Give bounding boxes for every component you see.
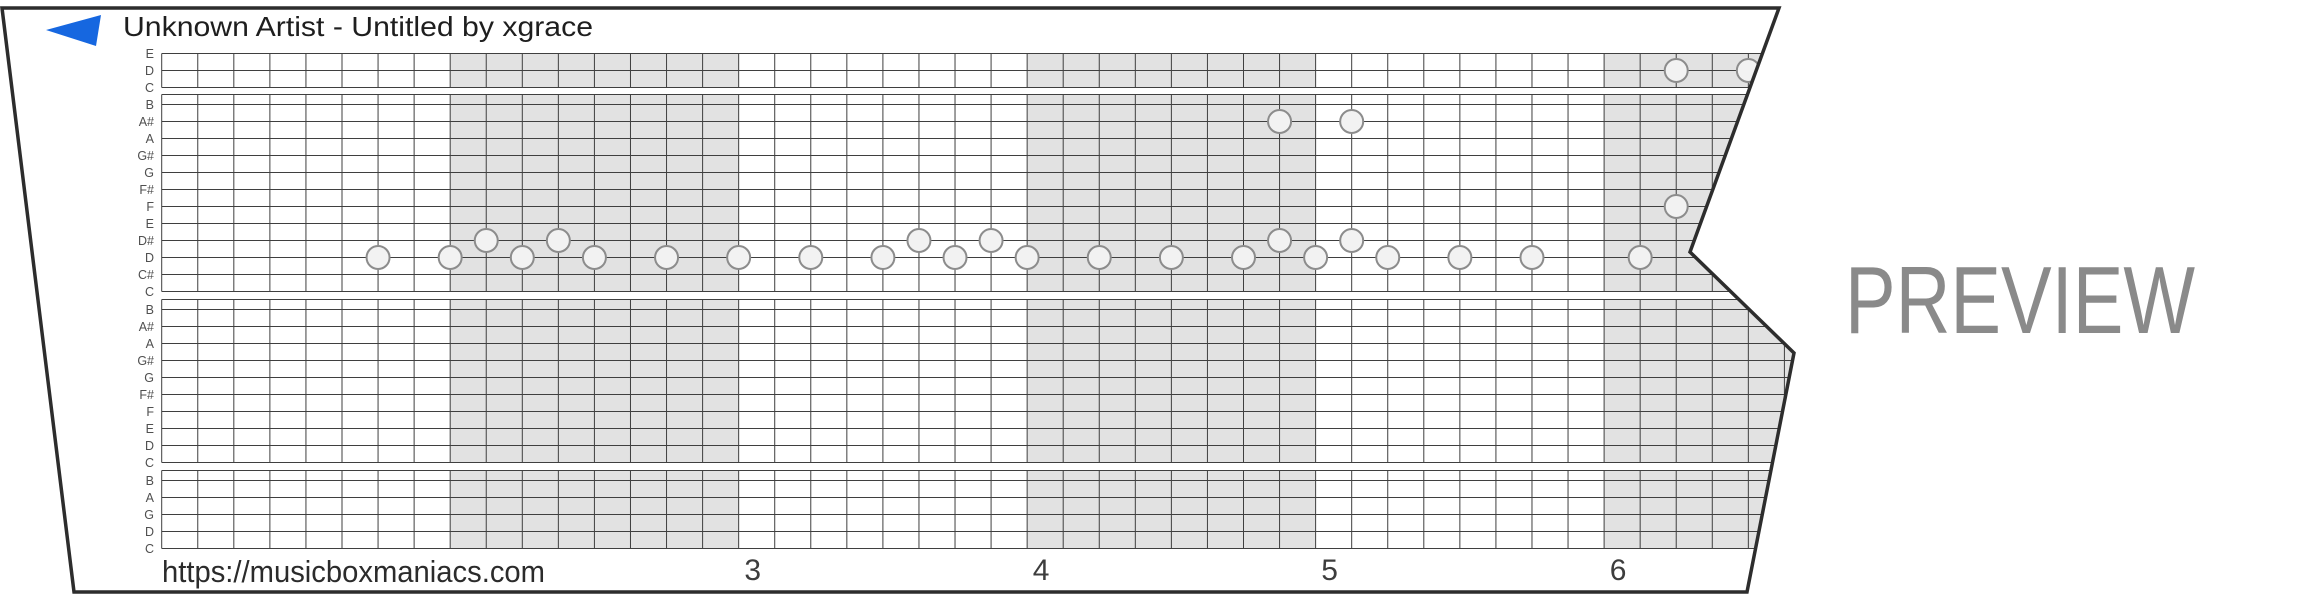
lane-label: A: [146, 337, 155, 351]
note-grid: [161, 53, 1794, 549]
note-pin-d5: [798, 245, 824, 270]
lane-label: A#: [139, 320, 154, 334]
note-pin-f5: [1663, 194, 1689, 219]
measure-number: 3: [744, 554, 761, 587]
note-pin-d5: [1519, 245, 1545, 270]
note-pin-d5: [1627, 245, 1653, 270]
note-pin-d5: [942, 245, 968, 270]
lane-label: C: [145, 542, 154, 556]
note-pin-d5: [870, 245, 896, 270]
lane-label: A: [146, 132, 155, 146]
note-pin-ds5: [473, 228, 499, 253]
measure-number: 4: [1033, 554, 1050, 587]
note-pin-ds5: [1267, 228, 1293, 253]
lane-label: G#: [137, 149, 154, 163]
note-pin-d6: [1663, 58, 1689, 83]
lane-label: B: [146, 98, 154, 112]
note-pin-d5: [726, 245, 752, 270]
note-pin-d5: [365, 245, 391, 270]
lane-label: D#: [138, 234, 154, 248]
lane-label: G#: [137, 354, 154, 368]
lane-label: C#: [138, 268, 154, 282]
lane-label: A: [146, 491, 155, 505]
note-pin-as5: [1339, 109, 1365, 134]
lane-label: F#: [139, 388, 154, 402]
note-pin-as5: [1267, 109, 1293, 134]
measure-number: 6: [1610, 554, 1627, 587]
note-pin-d5: [1231, 245, 1256, 270]
lane-label: D: [145, 64, 154, 78]
note-pin-d5: [1158, 245, 1184, 270]
lane-label: B: [146, 474, 154, 488]
lane-label: F: [146, 405, 154, 419]
lane-label: G: [144, 508, 154, 522]
site-url: https://musicboxmaniacs.com: [162, 554, 545, 589]
preview-watermark: PREVIEW: [1845, 247, 2195, 354]
lane-label: G: [144, 166, 154, 180]
page-title: Unknown Artist - Untitled by xgrace: [123, 11, 593, 42]
lane-label: C: [145, 81, 154, 95]
note-pin-d5: [581, 245, 607, 270]
note-pin-d5: [1375, 245, 1401, 270]
lane-label: E: [146, 47, 154, 61]
lane-label: G: [144, 371, 154, 385]
paper-outline: [0, 6, 1796, 594]
note-pin-ds5: [906, 228, 932, 253]
note-pin-d5: [1086, 245, 1112, 270]
measure-numbers: 3 4 5 6: [744, 554, 1626, 587]
lane-label: E: [146, 217, 154, 231]
note-pin-ds5: [978, 228, 1004, 253]
lane-label: F#: [139, 183, 154, 197]
lane-label: D: [145, 251, 154, 265]
note-pin-d5: [437, 245, 463, 270]
lane-label: C: [145, 456, 154, 470]
lane-label: D: [145, 525, 154, 539]
measure-number: 5: [1321, 554, 1338, 587]
note-pin-d5: [654, 245, 680, 270]
note-pin-ds5: [545, 228, 571, 253]
lane-label: B: [146, 303, 154, 317]
play-triangle-icon[interactable]: [46, 15, 101, 46]
lane-label: E: [146, 422, 154, 436]
note-pin-d5: [1303, 245, 1329, 270]
lane-label: C: [145, 285, 154, 299]
note-pin-d5: [509, 245, 535, 270]
note-pin-d5: [1447, 245, 1473, 270]
note-pin-ds5: [1339, 228, 1365, 253]
lane-label: F: [146, 200, 154, 214]
lane-label: D: [145, 439, 154, 453]
note-pin-d5: [1014, 245, 1040, 270]
lane-label: A#: [139, 115, 154, 129]
